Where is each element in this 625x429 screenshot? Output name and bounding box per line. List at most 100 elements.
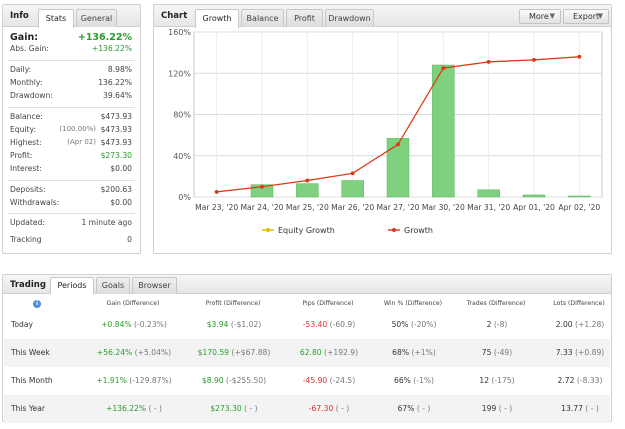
divider (8, 107, 135, 108)
lots-difference: (+0.89) (572, 348, 605, 357)
trades-cell: 12 (-175) (452, 376, 542, 385)
gain-value: +1.91% (96, 376, 127, 385)
info-icon[interactable]: i (33, 300, 41, 308)
header-win: Win % (Difference) (383, 300, 443, 307)
growth-bar (341, 180, 364, 198)
tab-goals[interactable]: Goals (96, 277, 130, 294)
profit-cell: $3.94 (-$1.02) (189, 320, 279, 329)
legend-marker (392, 228, 396, 232)
export-button[interactable]: Export ▼ (563, 9, 609, 24)
table-row: This Week +56.24% (+5.04%) $170.59 (+$67.8… (4, 339, 610, 367)
win-value: 66% (393, 376, 411, 385)
pips-cell: 62.80 (+192.9) (284, 348, 374, 357)
trades-value: 2 (486, 320, 492, 329)
tab-periods[interactable]: Periods (50, 277, 94, 294)
table-row: Today +0.84% (-0.23%) $3.94 (-$1.02) -53.40… (4, 311, 610, 339)
more-button[interactable]: More ▼ (519, 9, 561, 24)
x-tick-label: Mar 30, '20 (422, 203, 465, 212)
growth-bar (386, 137, 410, 198)
lots-value: 2.00 (555, 320, 573, 329)
equity-row: Equity: (100.00%) $473.93 (10, 125, 132, 134)
header-gain: Gain (Difference) (106, 300, 160, 307)
tracking-row: Tracking 0 (10, 235, 132, 244)
win-difference: (-1%) (410, 376, 435, 385)
pips-cell: -45.90 (-24.5) (284, 376, 374, 385)
info-header: Info Stats General (3, 5, 140, 28)
growth-chart: 0%40%80%120%160%Mar 23, '20 Mar 24, '20 Ma… (168, 28, 603, 235)
profit-cell: $273.30 ( - ) (189, 404, 279, 413)
growth-bar (296, 183, 319, 198)
tab-general[interactable]: General (76, 9, 117, 27)
series-point (350, 171, 355, 176)
series-point (441, 66, 446, 70)
highest-row: Highest: (Apr 02) $473.93 (10, 138, 132, 147)
pips-cell: -53.40 (-60.9) (284, 320, 374, 329)
tab-stats[interactable]: Stats (38, 9, 74, 28)
trades-cell: 2 (-8) (452, 320, 542, 329)
win-value: 50% (391, 320, 409, 329)
profit-value: $8.90 (201, 376, 224, 385)
profit-difference: (-$255.50) (223, 376, 267, 385)
chart-header: Chart Growth Balance Profit Drawdown Mor… (154, 5, 611, 28)
series-point (260, 184, 264, 189)
win-difference: ( - ) (414, 404, 431, 413)
series-point (305, 178, 310, 183)
tab-browser[interactable]: Browser (132, 277, 177, 294)
deposits-row: Deposits: $200.63 (10, 185, 132, 194)
trades-value: 12 (479, 376, 490, 385)
y-tick-label: 160% (168, 28, 191, 37)
profit-value: $170.59 (197, 348, 230, 357)
profit-row: Profit: $273.30 (10, 151, 132, 160)
divider (8, 180, 135, 181)
header-profit: Profit (Difference) (205, 300, 261, 307)
x-tick-label: Apr 01, '20 (513, 203, 555, 212)
profit-difference: ( - ) (241, 404, 258, 413)
profit-cell: $8.90 (-$255.50) (189, 376, 279, 385)
profit-difference: (-$1.02) (228, 320, 262, 329)
lots-value: 7.33 (555, 348, 573, 357)
gain-cell: +136.22% ( - ) (89, 404, 179, 413)
x-tick-label: Mar 24, '20 (241, 203, 284, 212)
pips-difference: ( - ) (333, 404, 350, 413)
daily-row: Daily: 8.98% (10, 65, 132, 74)
gain-row: Gain: +136.22% (10, 32, 132, 43)
tab-profit[interactable]: Profit (286, 9, 323, 27)
tab-drawdown[interactable]: Drawdown (325, 9, 374, 27)
gain-value: +136.22% (77, 32, 132, 43)
legend-marker (266, 228, 270, 232)
updated-row: Updated: 1 minute ago (10, 218, 132, 227)
tab-growth[interactable]: Growth (195, 9, 239, 28)
series-point (486, 60, 491, 64)
header-pips: Pips (Difference) (302, 300, 354, 307)
more-button-label: More (529, 12, 549, 21)
win-cell: 50% (-20%) (369, 320, 459, 329)
drawdown-row: Drawdown: 39.64% (10, 91, 132, 100)
win-value: 67% (397, 404, 415, 413)
chevron-down-icon: ▼ (597, 12, 603, 20)
balance-row: Balance: $473.93 (10, 112, 132, 121)
pips-value: -45.90 (302, 376, 328, 385)
trading-panel: Trading Periods Goals Browser i Gain (Di… (2, 274, 612, 423)
growth-bar (432, 64, 455, 198)
win-difference: (+1%) (409, 348, 436, 357)
table-row: This Year +136.22% ( - ) $273.30 ( - ) -67.… (4, 395, 610, 423)
gain-difference: (-0.23%) (131, 320, 167, 329)
tab-balance[interactable]: Balance (241, 9, 284, 27)
growth-bar (477, 189, 500, 198)
lots-cell: 7.33 (+0.89) (535, 348, 625, 357)
legend-label: Equity Growth (278, 226, 335, 235)
withdrawals-row: Withdrawals: $0.00 (10, 198, 132, 207)
lots-cell: 13.77 ( - ) (535, 404, 625, 413)
gain-value: +0.84% (101, 320, 132, 329)
divider (8, 60, 135, 61)
win-cell: 67% ( - ) (369, 404, 459, 413)
monthly-row: Monthly: 136.22% (10, 78, 132, 87)
trading-title: Trading (10, 280, 46, 290)
gain-value: +56.24% (96, 348, 133, 357)
profit-value: $3.94 (206, 320, 229, 329)
lots-cell: 2.72 (-8.33) (535, 376, 625, 385)
gain-difference: (+5.04%) (132, 348, 172, 357)
pips-difference: (-60.9) (327, 320, 356, 329)
abs-gain-value: +136.22% (91, 44, 132, 53)
pips-difference: (+192.9) (321, 348, 359, 357)
